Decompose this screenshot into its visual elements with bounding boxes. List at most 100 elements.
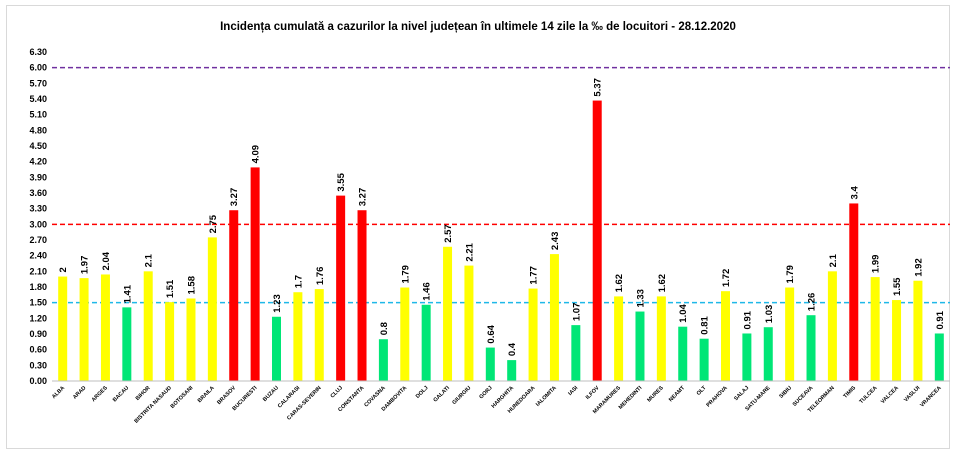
x-tick-label: OLT (696, 385, 708, 397)
x-tick-label: IALOMITA (535, 385, 558, 408)
bar (742, 333, 752, 381)
bar (806, 315, 816, 381)
bar (207, 237, 217, 381)
y-tick-label: 0.00 (29, 376, 47, 386)
bar (614, 296, 624, 381)
bar (464, 265, 474, 381)
data-label: 1.99 (871, 255, 882, 274)
bar (293, 292, 303, 381)
bar (571, 325, 581, 381)
bar (143, 271, 153, 381)
y-tick-label: 3.30 (29, 204, 47, 214)
bar (485, 347, 495, 381)
bar (336, 195, 346, 381)
data-label: 2 (58, 267, 69, 272)
data-label: 2.04 (101, 251, 112, 270)
data-label: 2.1 (144, 253, 155, 267)
bar (79, 278, 89, 381)
bar (592, 100, 602, 382)
bar (378, 339, 388, 381)
x-tick-label: TIMIS (843, 385, 858, 400)
bar (870, 277, 880, 381)
x-tick-label: VASLUI (903, 385, 922, 404)
data-label: 2.75 (208, 214, 219, 233)
y-tick-label: 1.20 (29, 313, 47, 323)
x-tick-label: PRAHOVA (706, 385, 729, 408)
x-tick-label: ILFOV (585, 385, 601, 401)
bar (528, 288, 538, 381)
chart-title: Incidența cumulată a cazurilor la nivel … (220, 21, 736, 33)
x-tick-label: CLUJ (330, 385, 344, 399)
y-tick-label: 5.10 (29, 110, 47, 120)
data-label: 1.62 (614, 274, 625, 293)
bar (892, 300, 902, 381)
x-tick-label: MEHEDINTI (618, 385, 644, 411)
data-label: 2.43 (550, 232, 561, 251)
data-label: 3.27 (229, 188, 240, 207)
data-label: 0.4 (507, 342, 518, 356)
x-tick-label: GALATI (433, 385, 452, 404)
data-label: 0.8 (379, 322, 390, 335)
data-label: 4.09 (251, 145, 262, 164)
data-label: 3.27 (358, 188, 369, 207)
y-tick-label: 4.20 (29, 157, 47, 167)
data-label: 1.46 (422, 282, 433, 301)
data-label: 0.91 (935, 310, 946, 329)
y-tick-label: 3.00 (29, 219, 47, 229)
data-label: 1.23 (272, 294, 283, 313)
data-label: 0.64 (486, 324, 497, 343)
bar (186, 298, 196, 381)
data-label: 1.92 (913, 258, 924, 277)
x-tick-label: ARGES (91, 385, 109, 403)
x-tick-label: IASI (567, 385, 579, 397)
data-label: 1.04 (678, 303, 689, 322)
data-label: 3.4 (849, 186, 860, 200)
y-tick-label: 1.50 (29, 298, 47, 308)
reference-lines (52, 66, 950, 304)
data-label: 1.07 (571, 303, 582, 322)
bar (849, 203, 859, 381)
data-label: 1.62 (657, 274, 668, 293)
y-axis: 0.00 0.30 0.60 0.90 1.20 1.50 1.80 2.10 2.40 2.70… (29, 47, 47, 386)
data-label: 2.21 (464, 242, 475, 261)
x-tick-label: BUZAU (262, 385, 280, 403)
x-tick-label: BIHOR (135, 385, 152, 402)
data-label: 1.58 (186, 276, 197, 295)
data-label: 1.97 (80, 256, 91, 275)
data-label: 1.79 (400, 265, 411, 284)
data-label: 1.33 (635, 289, 646, 308)
x-tick-label: ARAD (72, 385, 87, 400)
y-tick-label: 3.90 (29, 172, 47, 182)
bar (656, 296, 666, 381)
data-label: 1.7 (293, 275, 304, 288)
y-tick-label: 3.60 (29, 188, 47, 198)
x-tick-label: BISTRITA NASAUD (134, 385, 173, 424)
y-tick-label: 4.50 (29, 141, 47, 151)
bar (357, 210, 367, 381)
data-label: 1.79 (785, 265, 796, 284)
x-tick-label: BACAU (112, 385, 130, 403)
x-tick-label: VRANCEA (919, 385, 942, 408)
bar (421, 304, 431, 381)
y-tick-label: 2.10 (29, 266, 47, 276)
x-tick-label: VALCEA (880, 385, 900, 405)
x-tick-label: MURES (646, 385, 665, 404)
y-tick-label: 6.30 (29, 47, 47, 57)
bar (250, 167, 260, 381)
x-tick-label: BRAILA (197, 385, 216, 404)
bar (763, 327, 773, 381)
x-tick-label: BOTOSANI (170, 385, 195, 410)
bar (549, 254, 559, 381)
y-tick-label: 0.30 (29, 360, 47, 370)
y-tick-label: 0.90 (29, 329, 47, 339)
y-tick-label: 5.70 (29, 78, 47, 88)
bar (934, 333, 944, 381)
y-tick-label: 6.00 (29, 63, 47, 73)
x-tick-label: GORJ (478, 385, 493, 400)
bar (58, 276, 68, 381)
data-label: 5.37 (593, 78, 604, 97)
y-tick-label: 2.70 (29, 235, 47, 245)
bar (827, 271, 837, 381)
